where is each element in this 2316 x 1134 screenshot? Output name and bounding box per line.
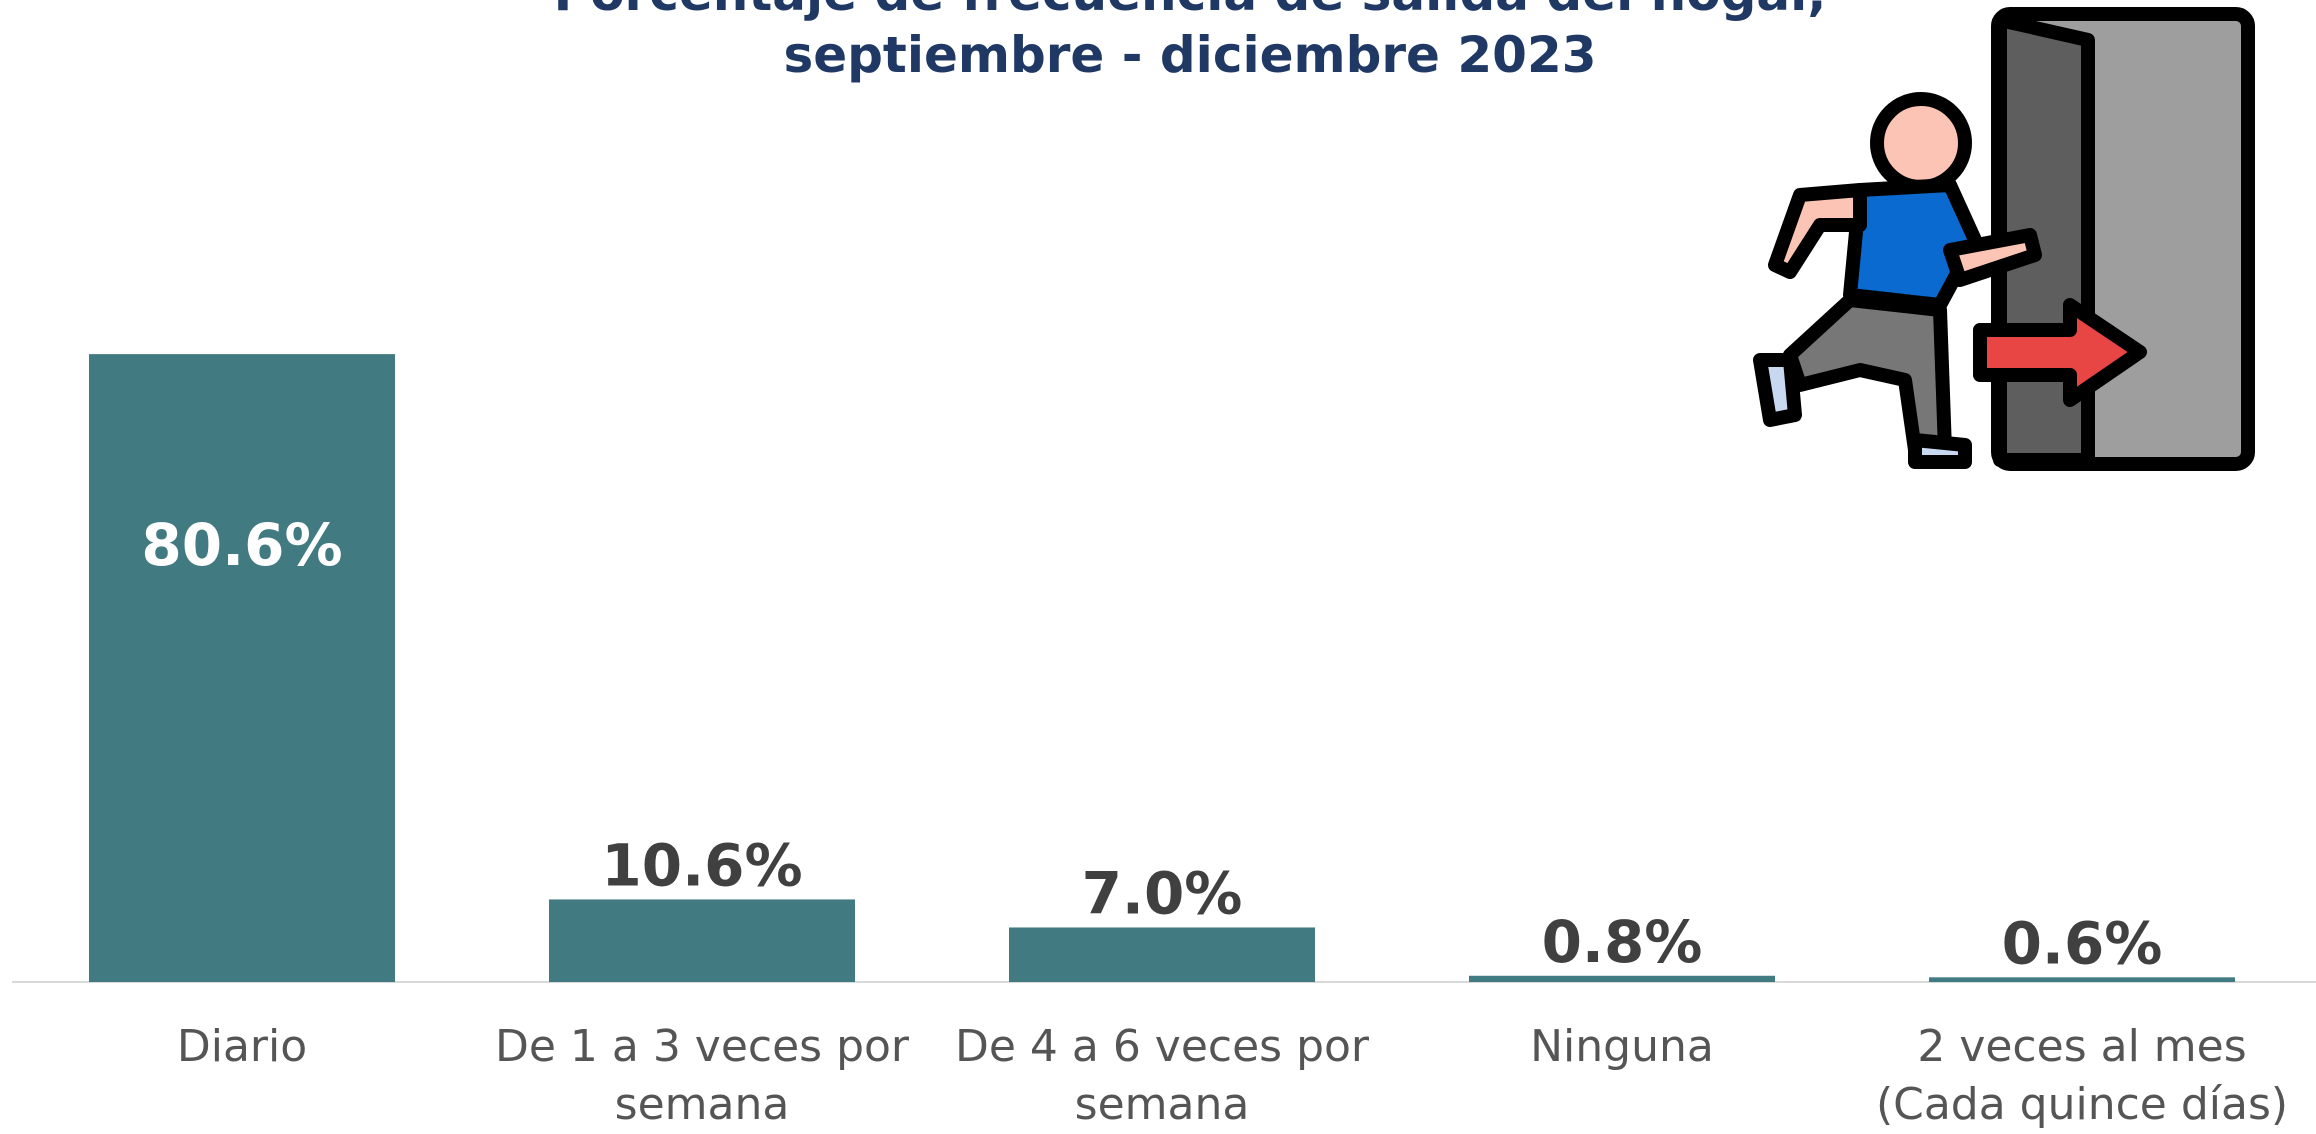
x-tick-label: De 4 a 6 veces por semana (954, 1021, 1370, 1130)
bar (89, 354, 395, 983)
exit-icon (1753, 7, 2255, 471)
x-tick-label: Diario (176, 1021, 308, 1072)
value-label: 7.0% (1082, 860, 1243, 928)
bar (1009, 927, 1315, 982)
bar (1929, 977, 2235, 982)
value-label: 10.6% (601, 832, 802, 900)
value-label: 0.8% (1542, 908, 1703, 976)
x-tick-label: 2 veces al mes (Cada quince días) (1875, 1021, 2289, 1130)
value-label: 0.6% (2002, 909, 2163, 977)
x-tick-label: De 1 a 3 veces por semana (494, 1021, 910, 1130)
x-tick-label: Ninguna (1530, 1021, 1714, 1072)
value-label: 80.6% (141, 511, 342, 579)
bar (1469, 975, 1775, 982)
bar (549, 899, 855, 982)
chart-title: Porcentaje de frecuencia de salida del h… (554, 0, 1827, 84)
